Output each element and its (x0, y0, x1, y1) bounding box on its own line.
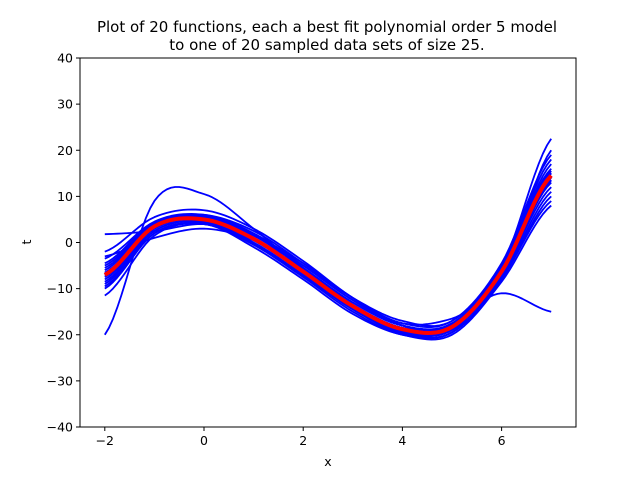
x-tick-label: −2 (96, 433, 114, 448)
series-line-2 (104, 181, 552, 335)
series-line-14 (104, 172, 552, 333)
series-line-15 (104, 179, 552, 336)
y-tick-label: −10 (47, 281, 73, 296)
chart-title-line-2: to one of 20 sampled data sets of size 2… (169, 36, 484, 54)
y-tick-label: −20 (47, 327, 73, 342)
series-line-13 (104, 191, 552, 335)
plot-area (103, 138, 553, 341)
y-tick-label: 10 (57, 189, 73, 204)
plot-frame (79, 57, 577, 428)
x-axis: −2 0 2 4 6 (96, 427, 506, 448)
y-tick-label: 40 (57, 51, 73, 66)
y-tick-label: 0 (65, 235, 73, 250)
x-tick-label: 0 (200, 433, 208, 448)
series-line-1 (104, 172, 552, 333)
x-tick-label: 6 (498, 433, 506, 448)
y-axis: −40 −30 −20 −10 0 10 20 30 40 (47, 51, 80, 435)
series-line-18 (104, 149, 552, 335)
x-tick-label: 2 (299, 433, 307, 448)
series-line-9 (104, 177, 552, 335)
series-line-12 (104, 175, 552, 331)
series-line-10 (104, 168, 552, 333)
x-tick-label: 4 (398, 433, 406, 448)
y-axis-label: t (19, 239, 34, 244)
y-tick-label: −30 (47, 373, 73, 388)
series-line-11 (104, 170, 552, 336)
x-axis-label: x (324, 454, 331, 469)
y-tick-label: 20 (57, 143, 73, 158)
y-tick-label: −40 (47, 420, 73, 435)
chart-title-line-1: Plot of 20 functions, each a best fit po… (97, 18, 557, 36)
series-layer (103, 138, 553, 341)
y-tick-label: 30 (57, 97, 73, 112)
series-line-19 (104, 179, 552, 339)
series-line-4 (104, 186, 552, 338)
mean-line (103, 174, 553, 335)
series-line-20 (104, 200, 552, 339)
